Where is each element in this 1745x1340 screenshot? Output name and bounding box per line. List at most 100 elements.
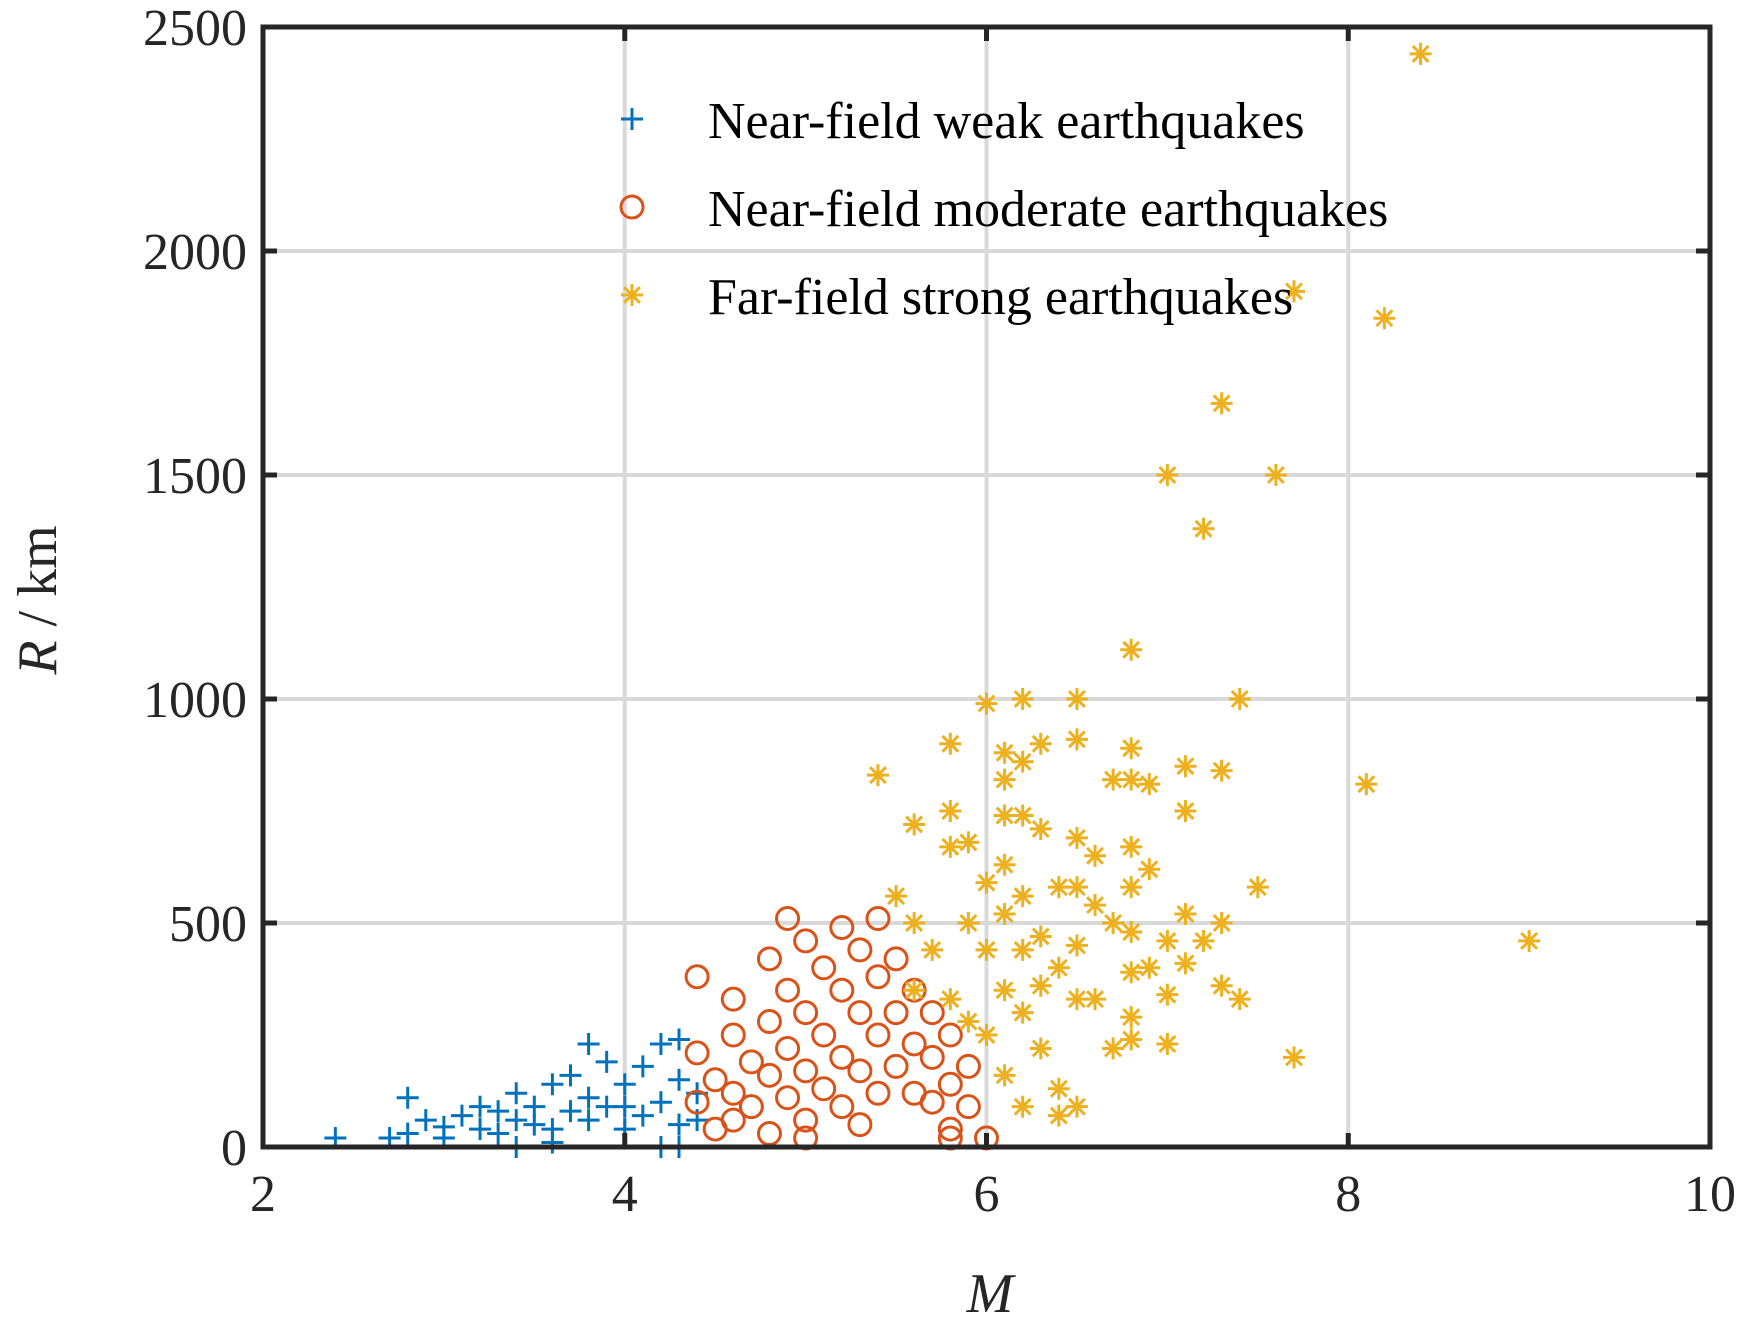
data-point-circle: [756, 946, 782, 972]
data-point-asterisk: [866, 764, 889, 787]
data-point-plus: [649, 1032, 672, 1055]
data-point-asterisk: [1174, 903, 1197, 926]
data-point-plus: [649, 1091, 672, 1114]
data-point-circle: [919, 1000, 945, 1026]
data-point-circle: [847, 937, 873, 963]
data-point-asterisk: [1156, 1032, 1179, 1055]
data-point-asterisk: [1011, 885, 1034, 908]
data-points: [324, 42, 1541, 1158]
y-tick-label: 1000: [143, 672, 247, 729]
data-point-asterisk: [1210, 974, 1233, 997]
data-point-circle: [775, 977, 801, 1003]
tick-labels: 2 4 6 8 10 0 500 1000 1500 2000 2500: [143, 0, 1736, 1223]
data-point-asterisk: [1174, 952, 1197, 975]
data-point-asterisk: [1102, 1037, 1125, 1060]
data-point-plus: [505, 1082, 528, 1105]
data-point-asterisk: [1065, 876, 1088, 899]
data-point-asterisk: [957, 1010, 980, 1033]
data-point-asterisk: [1120, 876, 1143, 899]
data-point-asterisk: [1373, 307, 1396, 330]
data-point-asterisk: [1156, 464, 1179, 486]
data-point-asterisk: [1264, 464, 1287, 486]
data-point-plus: [559, 1100, 582, 1123]
data-point-circle: [738, 1049, 764, 1075]
y-axis-label: R / km: [7, 525, 69, 675]
data-point-circle: [793, 1000, 819, 1026]
data-point-asterisk: [1065, 688, 1088, 710]
data-point-circle: [720, 1107, 746, 1133]
data-point-asterisk: [1084, 894, 1107, 917]
data-point-circle: [684, 1040, 710, 1066]
data-point-circle: [883, 946, 909, 972]
data-point-asterisk: [1011, 1001, 1034, 1024]
data-point-circle: [865, 964, 891, 990]
data-point-asterisk: [1282, 280, 1305, 303]
legend-marker-plus-icon: [621, 108, 643, 130]
data-point-asterisk: [1029, 974, 1052, 997]
data-point-circle: [919, 1044, 945, 1070]
data-point-circle: [883, 1000, 909, 1026]
data-point-asterisk: [1047, 1077, 1070, 1100]
data-point-asterisk: [1210, 912, 1233, 934]
data-point-asterisk: [1174, 755, 1197, 778]
data-point-asterisk: [1156, 983, 1179, 1006]
legend-entry-strong: Far-field strong earthquakes: [621, 269, 1293, 326]
y-tick-label: 1500: [143, 448, 247, 505]
data-point-plus: [631, 1104, 654, 1127]
data-point-circle: [937, 1116, 963, 1142]
legend-symbol: [621, 108, 643, 130]
legend-label-weak: Near-field weak earthquakes: [708, 93, 1305, 150]
data-point-asterisk: [1011, 804, 1034, 827]
data-point-plus: [469, 1118, 492, 1141]
data-point-circle: [829, 977, 855, 1003]
data-point-asterisk: [957, 831, 980, 854]
data-point-asterisk: [975, 871, 998, 894]
data-point-plus: [559, 1064, 582, 1087]
data-point-asterisk: [1029, 817, 1052, 840]
data-point-asterisk: [1065, 1095, 1088, 1118]
y-axis-variable: R: [7, 640, 69, 675]
data-point-asterisk: [993, 979, 1016, 1002]
data-point-asterisk: [975, 692, 998, 715]
data-point-circle: [829, 914, 855, 940]
data-point-asterisk: [1011, 688, 1034, 710]
data-point-plus: [631, 1055, 654, 1078]
data-point-circle: [811, 1076, 837, 1102]
data-point-asterisk: [1210, 759, 1233, 782]
data-point-asterisk: [1138, 956, 1161, 979]
data-point-plus: [613, 1095, 636, 1118]
legend-label-strong: Far-field strong earthquakes: [708, 269, 1293, 326]
data-point-plus: [668, 1068, 691, 1091]
data-point-circle: [775, 906, 801, 932]
data-point-asterisk: [975, 938, 998, 961]
data-point-circle: [811, 955, 837, 981]
data-point-circle: [793, 1058, 819, 1084]
data-point-asterisk: [1518, 929, 1541, 952]
legend-symbol: [619, 194, 645, 220]
data-point-plus: [523, 1095, 546, 1118]
data-point-asterisk: [939, 988, 962, 1011]
data-point-asterisk: [1120, 737, 1143, 760]
x-tick-label: 2: [250, 1166, 276, 1223]
data-point-asterisk: [1065, 934, 1088, 957]
y-tick-label: 2500: [143, 0, 247, 57]
data-point-plus: [469, 1095, 492, 1118]
data-point-circle: [702, 1067, 728, 1093]
data-point-asterisk: [1246, 876, 1269, 899]
data-point-circle: [793, 928, 819, 954]
series-circle: [684, 906, 999, 1151]
data-point-plus: [396, 1122, 419, 1145]
data-point-circle: [955, 1053, 981, 1079]
data-point-asterisk: [885, 885, 908, 908]
data-point-asterisk: [1210, 392, 1233, 415]
legend-symbol: [621, 284, 643, 306]
data-point-plus: [577, 1086, 600, 1109]
data-point-plus: [487, 1122, 510, 1145]
data-point-circle: [883, 1053, 909, 1079]
data-point-asterisk: [1228, 688, 1251, 710]
data-point-circle: [829, 1094, 855, 1120]
data-point-asterisk: [1011, 1095, 1034, 1118]
data-point-asterisk: [1120, 638, 1143, 661]
data-point-circle: [720, 1080, 746, 1106]
